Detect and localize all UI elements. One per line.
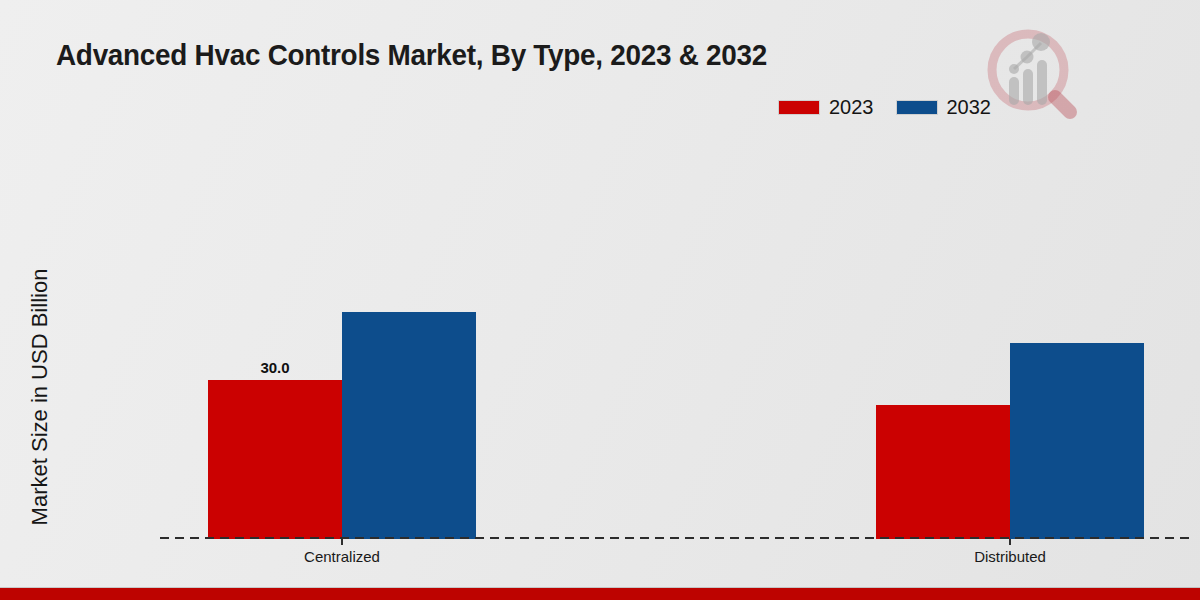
chart-canvas: Advanced Hvac Controls Market, By Type, …	[0, 0, 1200, 600]
legend-label-2032: 2032	[947, 96, 992, 119]
plot-area: 30.0 Centralized Distributed	[0, 0, 1200, 600]
bar-value-label: 30.0	[260, 359, 289, 376]
x-axis-line	[160, 537, 1190, 539]
bar-2032-distributed	[1010, 343, 1144, 539]
legend-swatch-2023	[778, 100, 820, 115]
legend-swatch-2032	[896, 100, 938, 115]
bar-2032-centralized	[342, 312, 476, 539]
x-axis-category-label: Centralized	[304, 548, 380, 565]
bar-2023-distributed	[876, 405, 1010, 539]
x-axis-category-label: Distributed	[974, 548, 1046, 565]
footer-accent-band	[0, 588, 1200, 600]
bar-2023-centralized	[208, 380, 342, 539]
x-axis-tick	[341, 539, 343, 545]
legend-item-2023: 2023	[778, 96, 874, 119]
legend-item-2032: 2032	[896, 96, 992, 119]
x-axis-tick	[1009, 539, 1011, 545]
legend-label-2023: 2023	[829, 96, 874, 119]
legend: 2023 2032	[778, 96, 991, 119]
